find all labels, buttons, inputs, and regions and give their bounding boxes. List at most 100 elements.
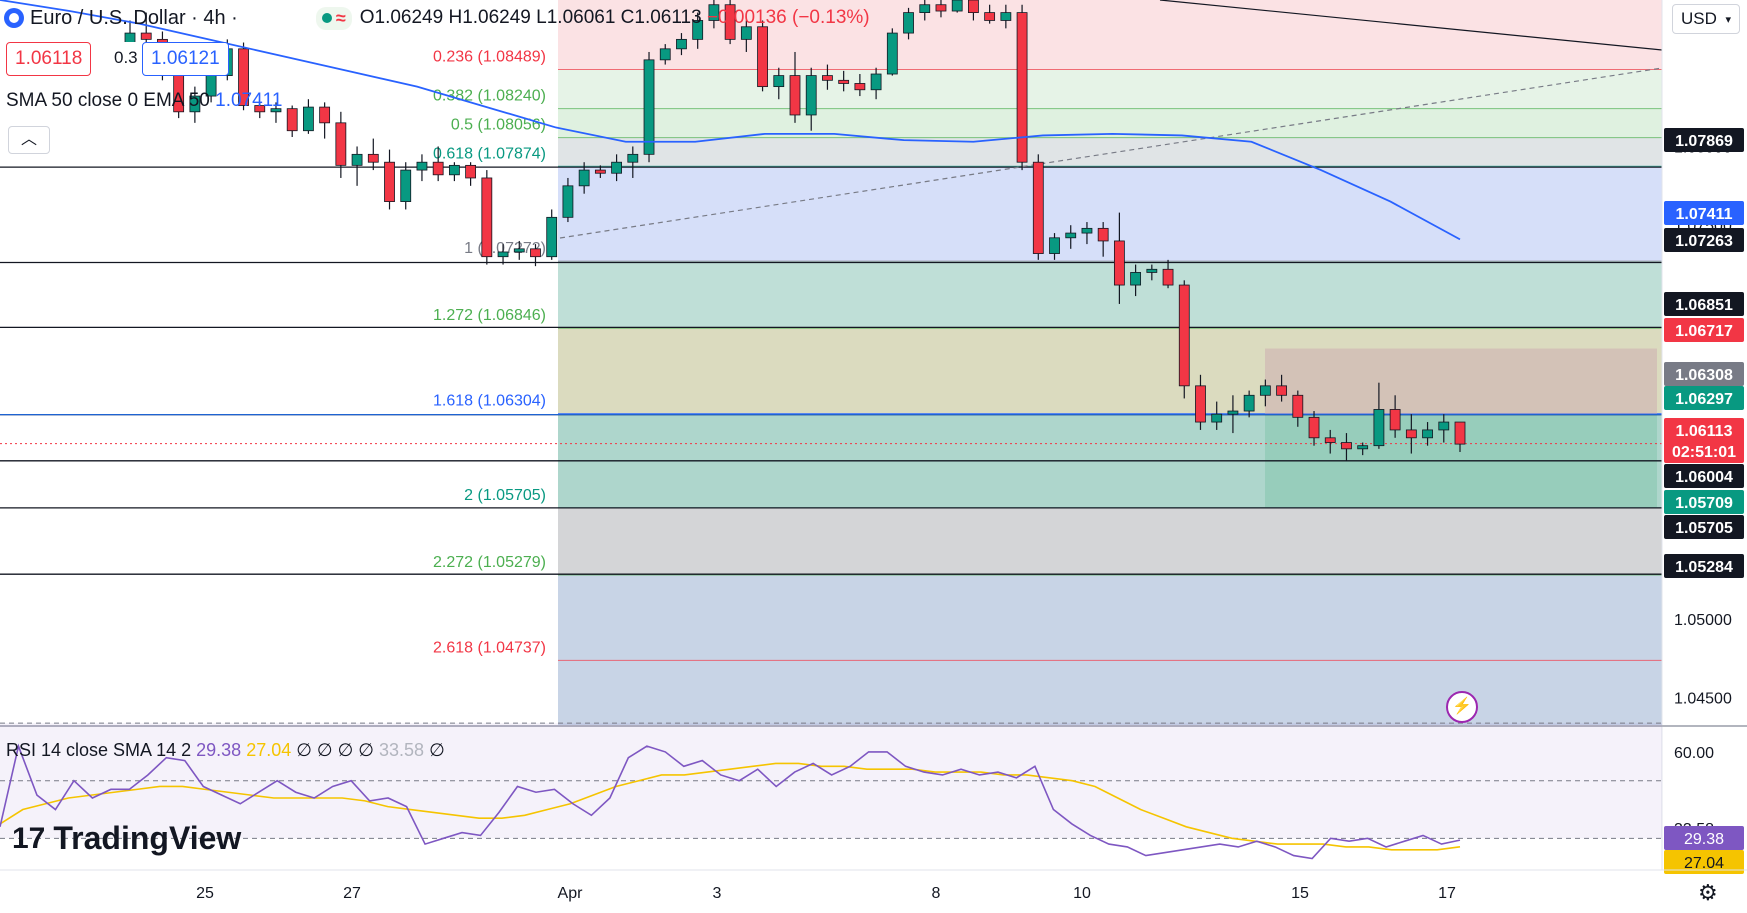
fib-label: 1.272 (1.06846) xyxy=(433,307,546,324)
price-label-badge xyxy=(1664,362,1744,386)
price-label-badge xyxy=(1664,228,1744,252)
candle-body xyxy=(497,251,509,258)
candle-body xyxy=(335,122,347,166)
ema-indicator-label: SMA 50 close 0 EMA 50 xyxy=(6,90,210,111)
rsi-extra-values: ∅ ∅ ∅ ∅ xyxy=(296,740,374,760)
symbol-title[interactable]: Euro / U.S. Dollar · 4h · xyxy=(30,6,238,29)
fib-label: 2.272 (1.05279) xyxy=(433,554,546,571)
candle-body xyxy=(319,106,331,124)
rsi-value-badge-text: 27.04 xyxy=(1684,855,1724,872)
candle-body xyxy=(254,105,266,113)
candle-body xyxy=(627,153,639,163)
rsi-name: RSI 14 close SMA 14 2 xyxy=(6,740,192,760)
time-tick-label: 3 xyxy=(713,885,722,902)
candle-body xyxy=(1405,429,1417,439)
fib-zone xyxy=(558,166,1662,262)
price-label-badge xyxy=(1664,464,1744,488)
price-label-badge xyxy=(1664,554,1744,578)
candle-body xyxy=(140,32,152,40)
candle-body xyxy=(1422,429,1433,439)
ohlc-values: O1.06249 H1.06249 L1.06061 C1.06113 −0.0… xyxy=(360,7,870,29)
candle-body xyxy=(1276,385,1287,396)
candle-body xyxy=(530,248,541,258)
candle-body xyxy=(1049,237,1060,254)
candle-body xyxy=(562,185,574,218)
candle-body xyxy=(1438,421,1450,431)
candle-body xyxy=(513,248,525,253)
fib-label: 2 (1.05705) xyxy=(464,487,546,504)
tradingview-mark-icon: 17 xyxy=(12,821,46,855)
rsi-faded-value: 33.58 xyxy=(379,740,425,760)
price-label-badge xyxy=(1664,292,1744,316)
candle-body xyxy=(789,75,801,116)
fib-zone xyxy=(558,137,1662,167)
chart-header: Euro / U.S. Dollar · 4h · ≈ O1.06249 H1.… xyxy=(0,0,870,36)
rsi-tick-label: 60.00 xyxy=(1674,745,1714,762)
stop-loss-zone xyxy=(1265,348,1657,415)
candle-body xyxy=(1324,437,1336,443)
rsi-value-badge-text: 29.38 xyxy=(1684,831,1724,848)
ema-indicator-value: 1.07411 xyxy=(215,90,283,111)
candle-body xyxy=(594,169,606,174)
candle-body xyxy=(919,4,931,13)
market-status-badge[interactable]: ≈ xyxy=(315,6,352,30)
trend-line-dashed xyxy=(559,67,1663,239)
candle-body xyxy=(903,12,914,34)
tradingview-logo[interactable]: 17 TradingView xyxy=(12,820,241,857)
rsi-legend[interactable]: RSI 14 close SMA 14 2 29.38 27.04 ∅ ∅ ∅ … xyxy=(6,740,445,761)
candle-body xyxy=(303,106,314,132)
candle-body xyxy=(838,79,850,84)
price-label-badge xyxy=(1664,386,1744,410)
ema-indicator-legend[interactable]: SMA 50 close 0 EMA 50 1.07411 xyxy=(6,90,282,112)
candle-body xyxy=(286,108,298,132)
candle-body xyxy=(1292,394,1304,418)
ema50-line xyxy=(0,0,1461,241)
candle-body xyxy=(1146,268,1158,273)
candle-body xyxy=(416,161,428,171)
lightning-event-icon[interactable]: ⚡ xyxy=(1446,691,1478,723)
candle-body xyxy=(951,0,963,12)
fib-label: 0.618 (1.07874) xyxy=(433,145,546,162)
time-tick-label: 15 xyxy=(1291,885,1309,902)
candle-body xyxy=(1113,240,1125,286)
candle-body xyxy=(1259,385,1271,396)
price-label-badge xyxy=(1664,490,1744,514)
currency-selector[interactable]: USD ▾ xyxy=(1672,4,1740,34)
candle-body xyxy=(1097,227,1109,242)
sell-price-button[interactable]: 1.06118 xyxy=(6,42,92,76)
candle-body xyxy=(740,26,752,40)
candle-body xyxy=(757,26,768,88)
collapse-legend-button[interactable]: ︿ xyxy=(8,126,50,154)
candle-body xyxy=(643,59,655,155)
candle-body xyxy=(968,0,979,13)
candle-body xyxy=(546,216,558,258)
candle-body xyxy=(708,4,720,21)
fib-zone xyxy=(558,574,1662,661)
fib-label: 0.5 (1.08056) xyxy=(451,117,546,134)
price-label-badge xyxy=(1664,201,1744,225)
candle-body xyxy=(1211,413,1223,423)
buy-price-button[interactable]: 1.06121 xyxy=(142,42,229,76)
candle-body xyxy=(724,4,736,40)
chevron-down-icon: ▾ xyxy=(1725,13,1731,26)
gear-icon[interactable]: ⚙ xyxy=(1698,880,1718,905)
candle-body xyxy=(1454,421,1466,445)
price-label-text: 1.06113 xyxy=(1676,423,1733,440)
fib-zone xyxy=(558,660,1662,726)
price-label-text: 1.07263 xyxy=(1675,233,1733,250)
candle-body xyxy=(805,75,817,116)
fib-zone xyxy=(558,108,1662,138)
price-change: −0.00136 (−0.13%) xyxy=(706,7,870,28)
candle-body xyxy=(448,164,460,176)
candle-body xyxy=(270,108,282,113)
rsi-sma-value: 27.04 xyxy=(246,740,292,760)
spread-value: 0.3 xyxy=(106,42,146,74)
candle-body xyxy=(1065,232,1077,239)
candle-body xyxy=(854,83,866,91)
candle-body xyxy=(1178,284,1190,387)
price-label-text: 1.05709 xyxy=(1675,495,1733,512)
time-tick-label: 8 xyxy=(932,885,941,902)
fib-label: 0.236 (1.08489) xyxy=(433,48,546,65)
candle-body xyxy=(400,169,412,202)
